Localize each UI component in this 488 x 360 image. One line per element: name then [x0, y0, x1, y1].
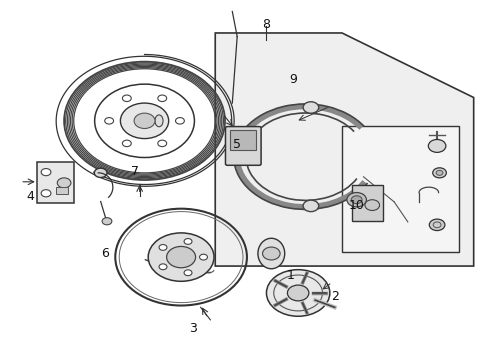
Circle shape [159, 264, 166, 270]
Text: 3: 3 [189, 322, 197, 335]
Text: 5: 5 [233, 138, 241, 150]
Bar [56, 187, 68, 194]
Text: 4: 4 [26, 190, 34, 203]
Polygon shape [215, 33, 473, 266]
Circle shape [120, 103, 168, 139]
Circle shape [102, 218, 112, 225]
FancyBboxPatch shape [37, 162, 74, 203]
Circle shape [346, 193, 366, 207]
Circle shape [158, 95, 166, 102]
Circle shape [287, 285, 308, 301]
Circle shape [41, 190, 51, 197]
Circle shape [158, 140, 166, 147]
Text: 10: 10 [348, 199, 364, 212]
Circle shape [159, 244, 166, 250]
Text: 7: 7 [130, 165, 139, 177]
Circle shape [94, 168, 107, 177]
Circle shape [122, 95, 131, 102]
Circle shape [175, 118, 184, 124]
Text: 2: 2 [330, 290, 338, 303]
Bar [341, 126, 458, 252]
Bar [351, 185, 383, 221]
Circle shape [262, 247, 280, 260]
Circle shape [350, 196, 361, 204]
Bar [230, 130, 256, 149]
Text: 8: 8 [262, 18, 270, 31]
FancyBboxPatch shape [225, 127, 261, 165]
Circle shape [428, 219, 444, 230]
Circle shape [364, 200, 379, 211]
Circle shape [104, 118, 113, 124]
Ellipse shape [155, 115, 163, 127]
Circle shape [41, 168, 51, 176]
Text: 9: 9 [289, 73, 297, 86]
Circle shape [148, 233, 214, 281]
Circle shape [183, 270, 192, 276]
Text: 1: 1 [286, 269, 294, 282]
Circle shape [57, 178, 71, 188]
Circle shape [122, 140, 131, 147]
Circle shape [303, 200, 318, 212]
Circle shape [432, 168, 446, 178]
Text: 6: 6 [102, 247, 109, 260]
Circle shape [199, 254, 207, 260]
Circle shape [166, 247, 195, 268]
Circle shape [435, 170, 442, 175]
Ellipse shape [257, 238, 284, 269]
Circle shape [427, 139, 445, 152]
Circle shape [134, 113, 155, 129]
Circle shape [303, 102, 318, 113]
Circle shape [266, 270, 329, 316]
Circle shape [183, 239, 192, 244]
